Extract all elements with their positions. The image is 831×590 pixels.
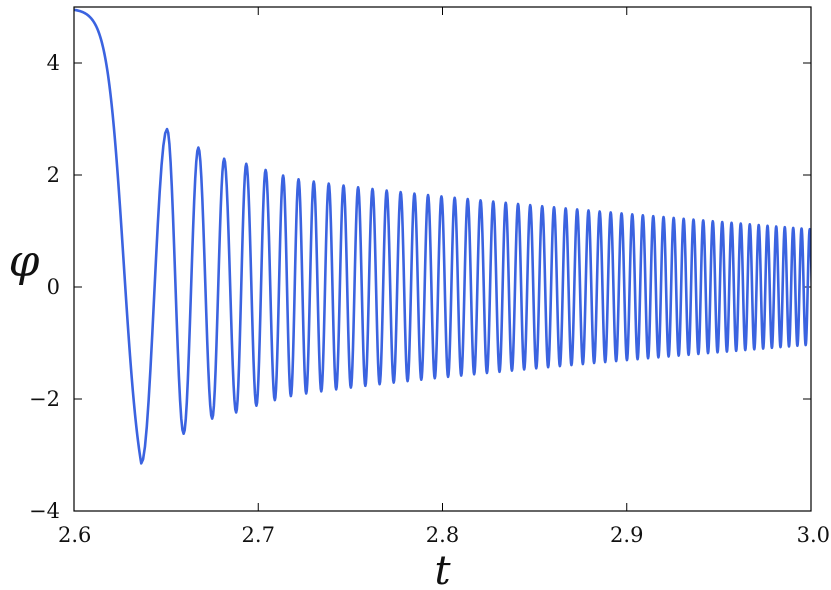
series-line xyxy=(74,8,811,465)
y-tick-label: 2 xyxy=(47,163,60,187)
y-tick-label: 4 xyxy=(47,51,60,75)
plot-frame xyxy=(73,6,812,512)
y-tick-label: 0 xyxy=(47,275,60,299)
x-tick-label: 2.8 xyxy=(426,523,459,547)
y-tick-label: −4 xyxy=(29,499,60,523)
series-layer xyxy=(74,8,811,465)
x-tick-label: 2.7 xyxy=(242,523,275,547)
x-tick-label: 3.0 xyxy=(797,523,830,547)
x-axis-title: t xyxy=(434,548,451,590)
x-tick-label: 2.6 xyxy=(58,523,91,547)
y-axis-title: φ xyxy=(9,236,40,287)
y-tick-label: −2 xyxy=(29,387,60,411)
x-tick-label: 2.9 xyxy=(610,523,643,547)
ticks-layer xyxy=(73,7,812,512)
tick-labels-layer: 2.6 2.7 2.8 2.9 3.0 4 2 0 −2 −4 xyxy=(29,51,830,547)
